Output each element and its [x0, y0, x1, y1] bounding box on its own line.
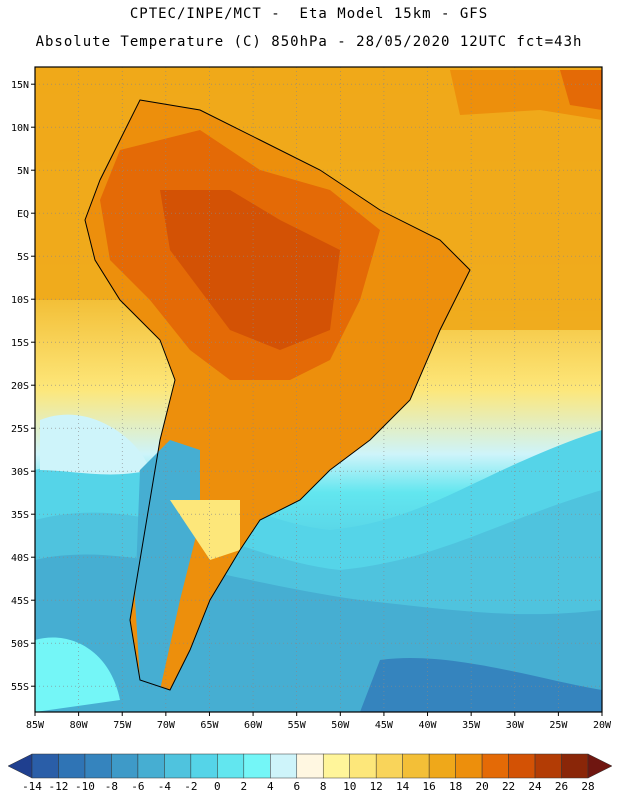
colorbar-value-label: 0 [214, 780, 221, 793]
lat-label: 45S [11, 596, 29, 607]
lat-label: 40S [11, 553, 29, 564]
colorbar-swatch [534, 753, 562, 779]
colorbar-swatch [561, 753, 589, 779]
colorbar-value-label: 8 [319, 780, 327, 793]
lat-label: 5S [17, 252, 29, 263]
latitude-labels: 15N 10N 5N EQ 5S 10S 15S 20S 25S 30S 35S 40S 45S 50S 5… [11, 80, 35, 693]
colorbar-swatch [84, 753, 112, 779]
colorbar-swatch [190, 753, 218, 779]
colorbar-swatch [428, 753, 456, 779]
colorbar-swatch [31, 753, 59, 779]
lat-label: 10N [11, 123, 29, 134]
colorbar-swatch [455, 753, 483, 779]
colorbar-value-label: 14 [396, 780, 410, 793]
colorbar-swatch [270, 753, 298, 779]
lat-label: 35S [11, 510, 29, 521]
colorbar-swatch [508, 753, 536, 779]
lon-label: 30W [506, 720, 525, 731]
lat-label: 25S [11, 424, 29, 435]
lon-label: 80W [70, 720, 89, 731]
lon-label: 85W [26, 720, 45, 731]
lat-label: 15N [11, 80, 29, 91]
lat-label: EQ [17, 209, 29, 220]
colorbar-low-arrow [7, 753, 33, 779]
lat-label: 20S [11, 381, 29, 392]
colorbar-value-label: 6 [293, 780, 301, 793]
lat-label: 10S [11, 295, 29, 306]
map-field [35, 67, 602, 712]
colorbar-value-label: 12 [369, 780, 383, 793]
map-subtitle: Absolute Temperature (C) 850hPa - 28/05/… [35, 34, 583, 50]
colorbar-swatch [375, 753, 403, 779]
colorbar-value-label: 16 [422, 780, 436, 793]
colorbar-value-label: 10 [343, 780, 357, 793]
lat-label: 30S [11, 467, 29, 478]
lon-label: 65W [200, 720, 219, 731]
lat-label: 15S [11, 338, 29, 349]
colorbar-value-label: 22 [501, 780, 516, 793]
coastline [84, 99, 471, 691]
colorbar-swatch [402, 753, 430, 779]
colorbar-value-label: -6 [131, 780, 145, 793]
colorbar-swatch [349, 753, 377, 779]
colorbar-value-label: 4 [266, 780, 274, 793]
colorbar-value-label: 20 [475, 780, 489, 793]
lat-label: 5N [17, 166, 29, 177]
colorbar-swatch [296, 753, 324, 779]
colorbar-swatch [58, 753, 86, 779]
lon-label: 40W [419, 720, 438, 731]
colorbar-value-label: -10 [75, 780, 95, 793]
colorbar-swatch [217, 753, 245, 779]
colorbar-swatch [322, 753, 350, 779]
colorbar-high-arrow [587, 753, 613, 779]
colorbar-value-label: 2 [240, 780, 248, 793]
lon-label: 20W [593, 720, 612, 731]
colorbar-swatch [164, 753, 192, 779]
lon-label: 70W [157, 720, 176, 731]
lon-label: 60W [244, 720, 263, 731]
colorbar-value-label: -12 [48, 780, 69, 793]
lat-label: 55S [11, 682, 29, 693]
longitude-labels: 85W 80W 75W 70W 65W 60W 55W 50W 45W 40W 35W 30W 25W 2… [26, 712, 612, 731]
colorbar-value-label: 26 [554, 780, 569, 793]
colorbar-value-label: 18 [448, 780, 463, 793]
lon-label: 75W [113, 720, 132, 731]
colorbar-value-label: -2 [184, 780, 198, 793]
colorbar-value-label: -14 [22, 780, 42, 793]
lon-label: 25W [549, 720, 568, 731]
colorbar-swatch [137, 753, 165, 779]
map-frame [34, 66, 603, 713]
lon-label: 45W [375, 720, 394, 731]
graticule [34, 67, 603, 712]
colorbar-swatch [481, 753, 509, 779]
lon-label: 55W [288, 720, 307, 731]
colorbar-swatch [111, 753, 139, 779]
colorbar-value-label: 24 [528, 780, 542, 793]
colorbar-value-label: 28 [581, 780, 595, 793]
colorbar-swatch [243, 753, 271, 779]
colorbar [7, 753, 613, 779]
lon-label: 50W [331, 720, 350, 731]
lat-label: 50S [11, 639, 29, 650]
colorbar-value-label: -4 [157, 780, 171, 793]
map-title: CPTEC/INPE/MCT - Eta Model 15km - GFS [129, 6, 489, 22]
lon-label: 35W [462, 720, 481, 731]
colorbar-value-label: -8 [104, 780, 119, 793]
